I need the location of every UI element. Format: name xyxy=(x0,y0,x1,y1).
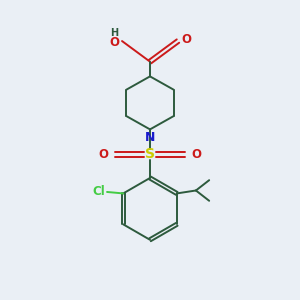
Text: O: O xyxy=(191,148,201,161)
Text: S: S xyxy=(145,147,155,161)
Text: H: H xyxy=(110,28,118,38)
Text: Cl: Cl xyxy=(92,185,105,199)
Text: O: O xyxy=(99,148,109,161)
Text: O: O xyxy=(182,33,191,46)
Text: O: O xyxy=(110,36,120,49)
Text: N: N xyxy=(145,131,155,144)
